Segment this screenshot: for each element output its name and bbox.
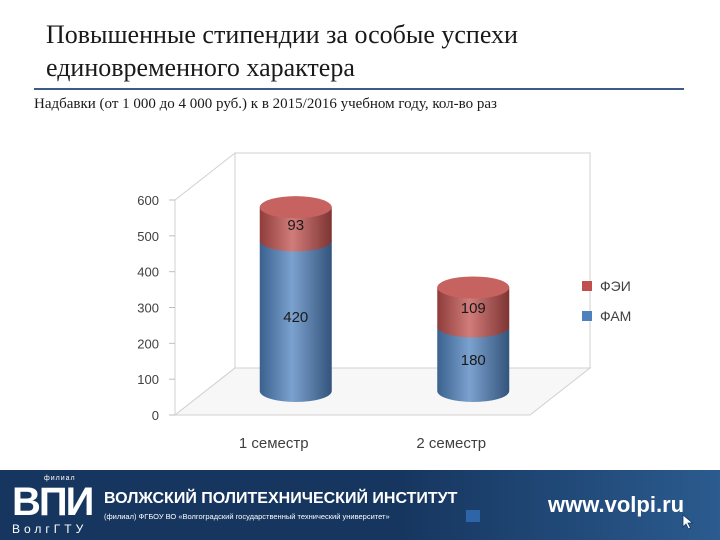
title-divider — [34, 88, 684, 90]
footer-bar: филиал ВПИ ВолгГТУ ВОЛЖСКИЙ ПОЛИТЕХНИЧЕС… — [0, 470, 720, 540]
chart-walls — [173, 151, 592, 417]
bar-segment-фам — [259, 240, 332, 402]
bar-segment-фэи — [259, 207, 332, 252]
y-tick-label: 400 — [137, 265, 159, 280]
logo-volggtu: ВолгГТУ — [12, 522, 88, 536]
bar-cap — [437, 276, 510, 299]
institute-name: ВОЛЖСКИЙ ПОЛИТЕХНИЧЕСКИЙ ИНСТИТУТ — [104, 490, 458, 507]
chart-legend: ФЭИ ФАМ — [582, 278, 631, 324]
y-tick-label: 100 — [137, 372, 159, 387]
legend-label: ФАМ — [600, 308, 631, 324]
x-axis-ticks: 1 семестр 2 семестр — [239, 435, 486, 452]
logo-branch-text: филиал — [44, 475, 76, 482]
y-axis-ticks: 0 100 200 300 400 500 600 — [137, 193, 175, 423]
slide-subtitle: Надбавки (от 1 000 до 4 000 руб.) к в 20… — [34, 96, 497, 112]
chart-bars — [259, 196, 510, 402]
data-label: 109 — [461, 300, 486, 317]
legend-swatch — [582, 311, 592, 321]
data-label: 420 — [283, 309, 308, 326]
bar-segment-фэи — [437, 287, 510, 338]
institute-full-name: (филиал) ФГБОУ ВО «Волгоградский государ… — [104, 512, 390, 521]
x-tick-label: 1 семестр — [239, 435, 309, 452]
y-tick-label: 300 — [137, 301, 159, 316]
slide-title: Повышенные стипендии за особые успехи ед… — [46, 20, 518, 82]
y-tick-label: 500 — [137, 229, 159, 244]
bar-segment-фам — [437, 326, 510, 402]
chart-data-labels: 420 93 180 109 — [283, 217, 486, 369]
y-tick-label: 0 — [152, 408, 159, 423]
website-link[interactable]: www.volpi.ru — [548, 492, 685, 517]
data-label: 180 — [461, 352, 486, 369]
data-label: 93 — [287, 217, 304, 234]
y-tick-label: 600 — [137, 193, 159, 208]
mouse-pointer-icon — [682, 514, 694, 530]
logo-vpi: ВПИ — [12, 480, 94, 524]
legend-swatch — [582, 281, 592, 291]
accent-block — [466, 510, 480, 522]
bar-cap — [259, 196, 332, 219]
legend-label: ФЭИ — [600, 278, 631, 294]
x-tick-label: 2 семестр — [416, 435, 486, 452]
footer-gradient — [400, 470, 720, 540]
chart-floor — [173, 367, 592, 416]
stacked-bar-chart: 0 100 200 300 400 500 600 420 93 180 109 1 семест… — [137, 151, 631, 452]
y-tick-label: 200 — [137, 336, 159, 351]
